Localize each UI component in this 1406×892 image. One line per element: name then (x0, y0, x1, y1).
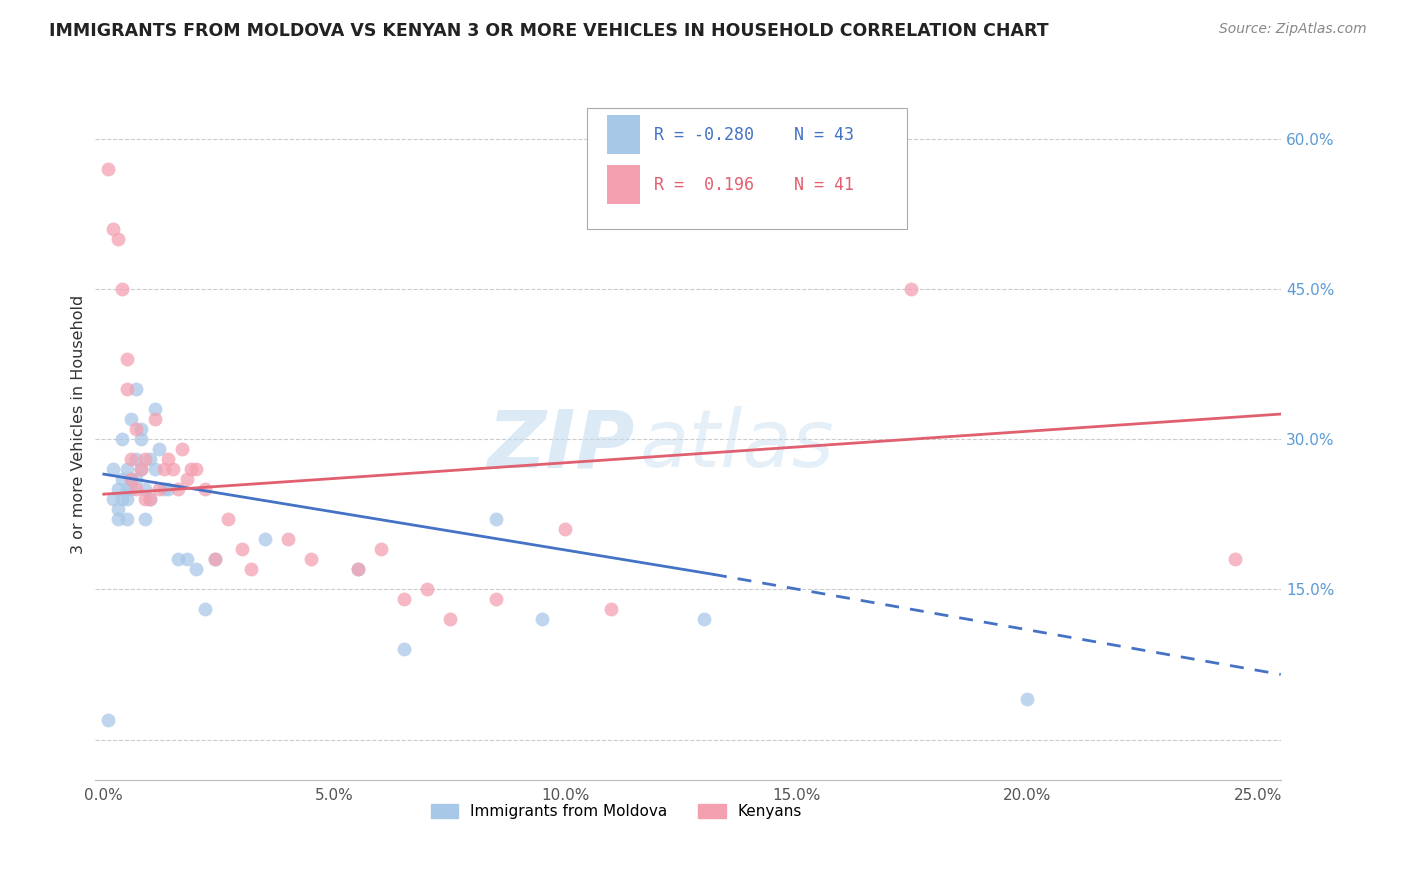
Point (204, 552, 226, 566)
Point (115, 512, 138, 526)
Point (157, 452, 180, 467)
Point (107, 512, 129, 526)
Point (217, 512, 239, 526)
Point (204, 552, 226, 566)
Y-axis label: 3 or more Vehicles in Household: 3 or more Vehicles in Household (72, 294, 86, 554)
Point (134, 512, 156, 526)
Point (121, 452, 143, 467)
Point (392, 642, 415, 657)
Point (176, 472, 198, 486)
Point (301, 552, 323, 566)
Point (121, 472, 143, 486)
Point (143, 462, 166, 476)
Point (101, 221, 124, 235)
Point (115, 492, 138, 507)
Point (107, 482, 129, 496)
Point (115, 482, 138, 496)
Point (139, 452, 162, 467)
Point (115, 462, 138, 476)
Point (485, 512, 508, 526)
Point (153, 462, 176, 476)
Point (194, 482, 217, 496)
Point (143, 412, 166, 426)
Point (180, 462, 202, 476)
Point (231, 542, 253, 557)
Point (157, 482, 180, 496)
Point (129, 462, 152, 476)
Point (111, 282, 134, 296)
Point (416, 582, 439, 597)
FancyBboxPatch shape (586, 108, 907, 228)
Point (600, 602, 623, 616)
Point (370, 542, 392, 557)
Point (121, 482, 143, 496)
Point (129, 432, 152, 446)
Point (346, 562, 368, 576)
Text: IMMIGRANTS FROM MOLDOVA VS KENYAN 3 OR MORE VEHICLES IN HOUSEHOLD CORRELATION CH: IMMIGRANTS FROM MOLDOVA VS KENYAN 3 OR M… (49, 22, 1049, 40)
Point (254, 533, 277, 547)
Point (97, 161, 120, 176)
Point (125, 422, 148, 436)
Text: R = -0.280    N = 43: R = -0.280 N = 43 (654, 126, 855, 144)
Point (277, 533, 299, 547)
Point (184, 562, 207, 576)
Point (107, 232, 129, 246)
Point (129, 462, 152, 476)
Point (134, 492, 156, 507)
Point (115, 382, 138, 396)
Point (125, 482, 148, 496)
Point (693, 612, 716, 626)
Point (111, 432, 134, 446)
Point (111, 472, 134, 486)
FancyBboxPatch shape (607, 165, 640, 204)
Point (346, 562, 368, 576)
Text: R =  0.196    N = 41: R = 0.196 N = 41 (654, 176, 855, 194)
Text: atlas: atlas (640, 407, 835, 484)
Text: Source: ZipAtlas.com: Source: ZipAtlas.com (1219, 22, 1367, 37)
Point (176, 552, 198, 566)
Point (115, 351, 138, 366)
Point (184, 462, 207, 476)
Point (148, 442, 170, 456)
Point (172, 442, 194, 456)
Text: ZIP: ZIP (486, 407, 634, 484)
Point (129, 422, 152, 436)
Point (121, 472, 143, 486)
Point (139, 492, 162, 507)
Point (125, 382, 148, 396)
Point (1015, 692, 1038, 706)
Point (125, 472, 148, 486)
FancyBboxPatch shape (607, 115, 640, 154)
Point (166, 482, 188, 496)
Point (162, 462, 184, 476)
Legend: Immigrants from Moldova, Kenyans: Immigrants from Moldova, Kenyans (425, 798, 808, 825)
Point (107, 502, 129, 516)
Point (148, 482, 170, 496)
Point (121, 412, 143, 426)
Point (125, 452, 148, 467)
Point (531, 612, 554, 626)
Point (111, 492, 134, 507)
Point (485, 592, 508, 607)
Point (97, 713, 120, 727)
Point (392, 592, 415, 607)
Point (194, 602, 217, 616)
Point (134, 452, 156, 467)
Point (554, 522, 576, 536)
Point (439, 612, 461, 626)
Point (153, 482, 176, 496)
Point (166, 552, 188, 566)
Point (1223, 552, 1246, 566)
Point (143, 402, 166, 417)
Point (139, 492, 162, 507)
Point (101, 492, 124, 507)
Point (134, 482, 156, 496)
Point (900, 282, 922, 296)
Point (240, 562, 263, 576)
Point (101, 462, 124, 476)
